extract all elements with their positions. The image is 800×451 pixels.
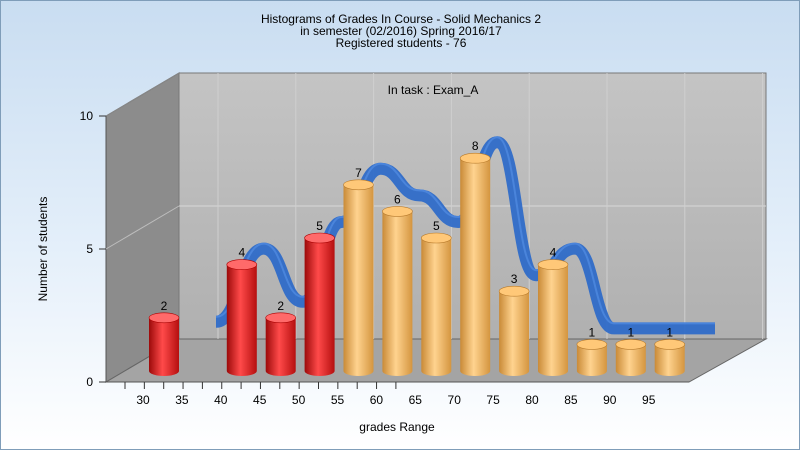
title-line-2: in semester (02/2016) Spring 2016/17 xyxy=(300,24,502,38)
bar-65: 5 xyxy=(420,219,452,376)
bar-40: 4 xyxy=(226,246,258,376)
bar-top xyxy=(304,232,335,244)
bar-45: 2 xyxy=(265,299,297,376)
bar-top xyxy=(343,179,374,191)
bar-body xyxy=(226,264,257,376)
bar-top xyxy=(537,259,569,270)
bar-value-label: 4 xyxy=(550,246,557,260)
chart-title: Histograms of Grades In Course - Solid M… xyxy=(1,13,800,49)
bar-body xyxy=(382,211,413,376)
x-tick-label: 65 xyxy=(409,393,423,407)
bar-top xyxy=(148,312,180,324)
x-tick-label: 55 xyxy=(331,393,345,407)
bar-55: 7 xyxy=(343,166,374,376)
title-line-1: Histograms of Grades In Course - Solid M… xyxy=(260,12,542,26)
bar-75: 3 xyxy=(498,272,530,376)
bar-body xyxy=(615,344,646,376)
y-tick-label: 10 xyxy=(80,109,94,123)
bar-value-label: 7 xyxy=(355,166,362,180)
bar-value-label: 3 xyxy=(511,272,518,286)
bar-value-label: 5 xyxy=(316,219,323,233)
bar-top xyxy=(498,285,530,297)
x-tick-label: 60 xyxy=(370,393,384,407)
bar-value-label: 8 xyxy=(472,139,479,153)
x-tick-label: 95 xyxy=(642,393,656,407)
bar-body xyxy=(304,238,335,376)
x-axis: 30 35 40 45 50 55 60 65 70 75 80 85 90 95 xyxy=(124,382,656,407)
annotation-label: In task : Exam_A xyxy=(388,83,479,97)
bar-top xyxy=(615,339,647,350)
bar-top xyxy=(420,232,452,244)
title-line-3: Registered students - 76 xyxy=(335,36,467,50)
bar-value-label: 2 xyxy=(161,299,168,313)
bar-value-label: 6 xyxy=(394,192,401,206)
bar-70: 8 xyxy=(459,139,491,376)
x-tick-label: 70 xyxy=(448,393,462,407)
x-tick-label: 90 xyxy=(603,393,617,407)
bar-top xyxy=(576,339,608,350)
bar-body xyxy=(576,344,607,376)
bar-body xyxy=(538,264,568,376)
bar-top xyxy=(382,206,413,217)
bar-top xyxy=(459,152,491,164)
bar-50: 5 xyxy=(304,219,335,376)
bar-body xyxy=(460,158,491,376)
bar-60: 6 xyxy=(382,192,413,376)
bar-top xyxy=(265,312,297,324)
x-tick-label: 45 xyxy=(253,393,267,407)
y-tick-label: 0 xyxy=(86,375,93,389)
bar-value-label: 2 xyxy=(277,299,284,313)
bar-body xyxy=(343,184,374,376)
bar-80: 4 xyxy=(537,246,569,376)
bar-top xyxy=(226,259,258,270)
x-tick-label: 30 xyxy=(136,393,150,407)
y-axis-label: Number of students xyxy=(36,197,50,302)
x-tick-label: 75 xyxy=(486,393,500,407)
bar-value-label: 1 xyxy=(589,325,596,339)
bar-value-label: 1 xyxy=(627,325,634,339)
x-axis-label: grades Range xyxy=(359,420,435,434)
x-tick-label: 80 xyxy=(525,393,539,407)
bar-85: 1 xyxy=(576,325,608,376)
bar-body xyxy=(499,291,530,376)
y-tick-label: 5 xyxy=(86,242,93,256)
top-edge xyxy=(105,72,180,117)
bar-30: 2 xyxy=(148,299,180,376)
x-tick-label: 85 xyxy=(564,393,578,407)
bar-body xyxy=(421,238,452,376)
x-tick-label: 50 xyxy=(292,393,306,407)
bar-value-label: 1 xyxy=(666,325,673,339)
bar-value-label: 4 xyxy=(238,246,245,260)
y-axis: 0 5 10 xyxy=(80,109,106,389)
bar-body xyxy=(265,317,296,376)
x-tick-label: 40 xyxy=(214,393,228,407)
grid-line-side xyxy=(105,205,180,250)
bar-95: 1 xyxy=(654,325,686,376)
bars: 2 4 2 5 7 6 5 8 3 4 1 1 1 xyxy=(148,139,686,376)
bar-90: 1 xyxy=(615,325,647,376)
bar-value-label: 5 xyxy=(433,219,440,233)
bar-top xyxy=(654,339,686,350)
bar-body xyxy=(654,344,685,376)
bar-body xyxy=(149,317,179,376)
x-tick-label: 35 xyxy=(175,393,189,407)
